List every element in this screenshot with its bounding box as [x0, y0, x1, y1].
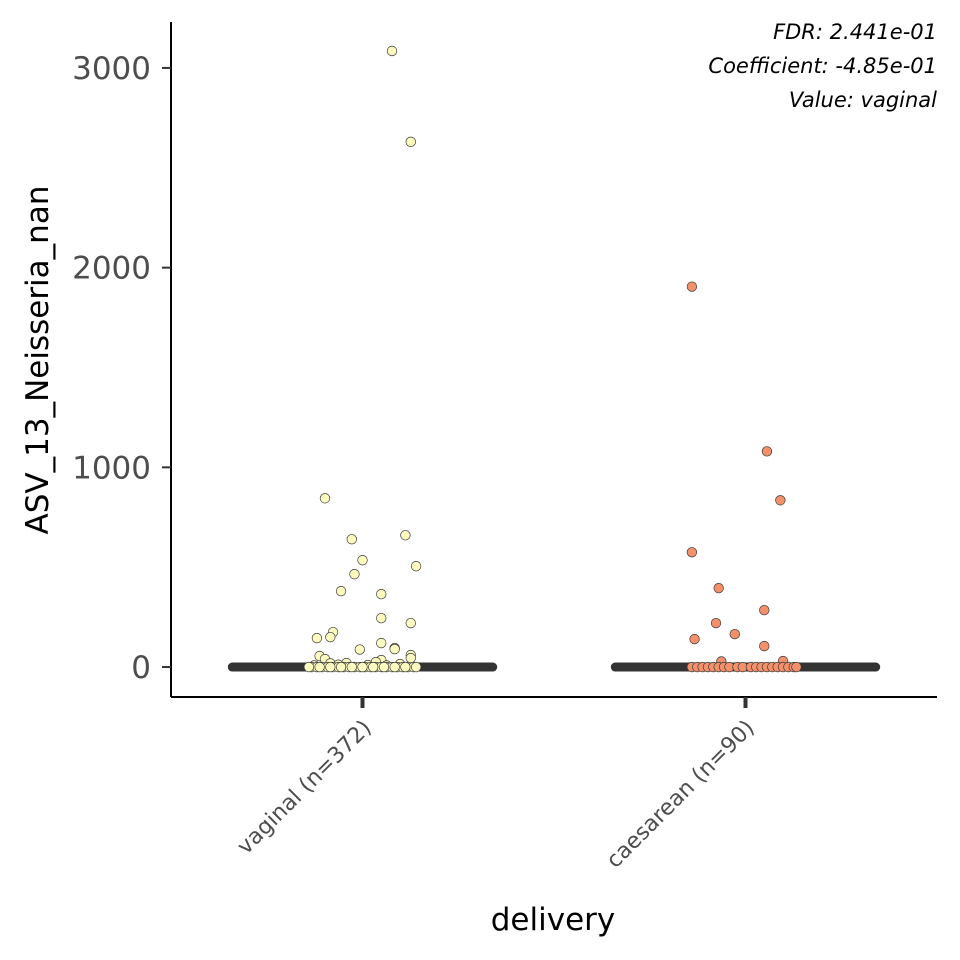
- data-point: [354, 644, 365, 655]
- data-point: [405, 652, 416, 664]
- data-point: [325, 661, 336, 673]
- x-tick-label: caesarean (n=90): [602, 716, 760, 874]
- data-point: [376, 612, 387, 624]
- data-point: [335, 586, 347, 597]
- data-point: [376, 589, 387, 600]
- data-point: [319, 493, 331, 504]
- data-points: [303, 45, 802, 673]
- x-axis-title: delivery: [491, 902, 615, 938]
- y-ticks: 0 1000 2000 3000: [72, 51, 171, 686]
- data-point: [303, 661, 315, 673]
- data-point: [759, 640, 770, 652]
- data-point: [378, 661, 390, 673]
- data-point: [410, 661, 422, 673]
- data-point: [346, 534, 357, 545]
- data-point: [400, 530, 411, 541]
- data-point: [686, 281, 698, 292]
- data-point: [368, 661, 379, 673]
- y-tick-label: 0: [131, 650, 151, 686]
- axes: [170, 22, 937, 698]
- data-point: [686, 547, 698, 558]
- data-point: [376, 637, 387, 649]
- data-point: [357, 555, 368, 566]
- data-point: [325, 631, 336, 643]
- data-point: [759, 604, 770, 616]
- x-tick-label: vaginal (n=372): [233, 716, 377, 860]
- data-point: [386, 45, 398, 57]
- data-point: [689, 633, 700, 645]
- annotation-coefficient: Coefficient: -4.85e-01: [708, 54, 937, 78]
- data-point: [710, 617, 722, 629]
- data-point: [400, 661, 411, 673]
- x-ticks: vaginal (n=372) caesarean (n=90): [233, 697, 760, 873]
- data-point: [729, 628, 740, 640]
- y-tick-label: 2000: [72, 251, 151, 287]
- data-point: [357, 661, 368, 673]
- annotation-fdr: FDR: 2.441e-01: [773, 20, 937, 44]
- data-point: [349, 569, 360, 580]
- y-tick-label: 3000: [72, 51, 151, 87]
- data-point: [389, 643, 400, 655]
- data-point: [775, 495, 786, 506]
- annotation-value: Value: vaginal: [789, 88, 937, 112]
- data-point: [791, 661, 802, 673]
- data-point: [405, 617, 416, 629]
- data-point: [311, 632, 323, 644]
- data-point: [314, 661, 325, 673]
- data-point: [410, 561, 422, 572]
- data-point: [346, 661, 357, 673]
- data-point: [761, 446, 773, 457]
- data-point: [405, 136, 416, 147]
- y-tick-label: 1000: [72, 450, 151, 486]
- data-point: [335, 661, 347, 673]
- data-point: [713, 583, 724, 594]
- y-axis-title: ASV_13_Neisseria_nan: [20, 186, 56, 535]
- data-point: [389, 661, 400, 673]
